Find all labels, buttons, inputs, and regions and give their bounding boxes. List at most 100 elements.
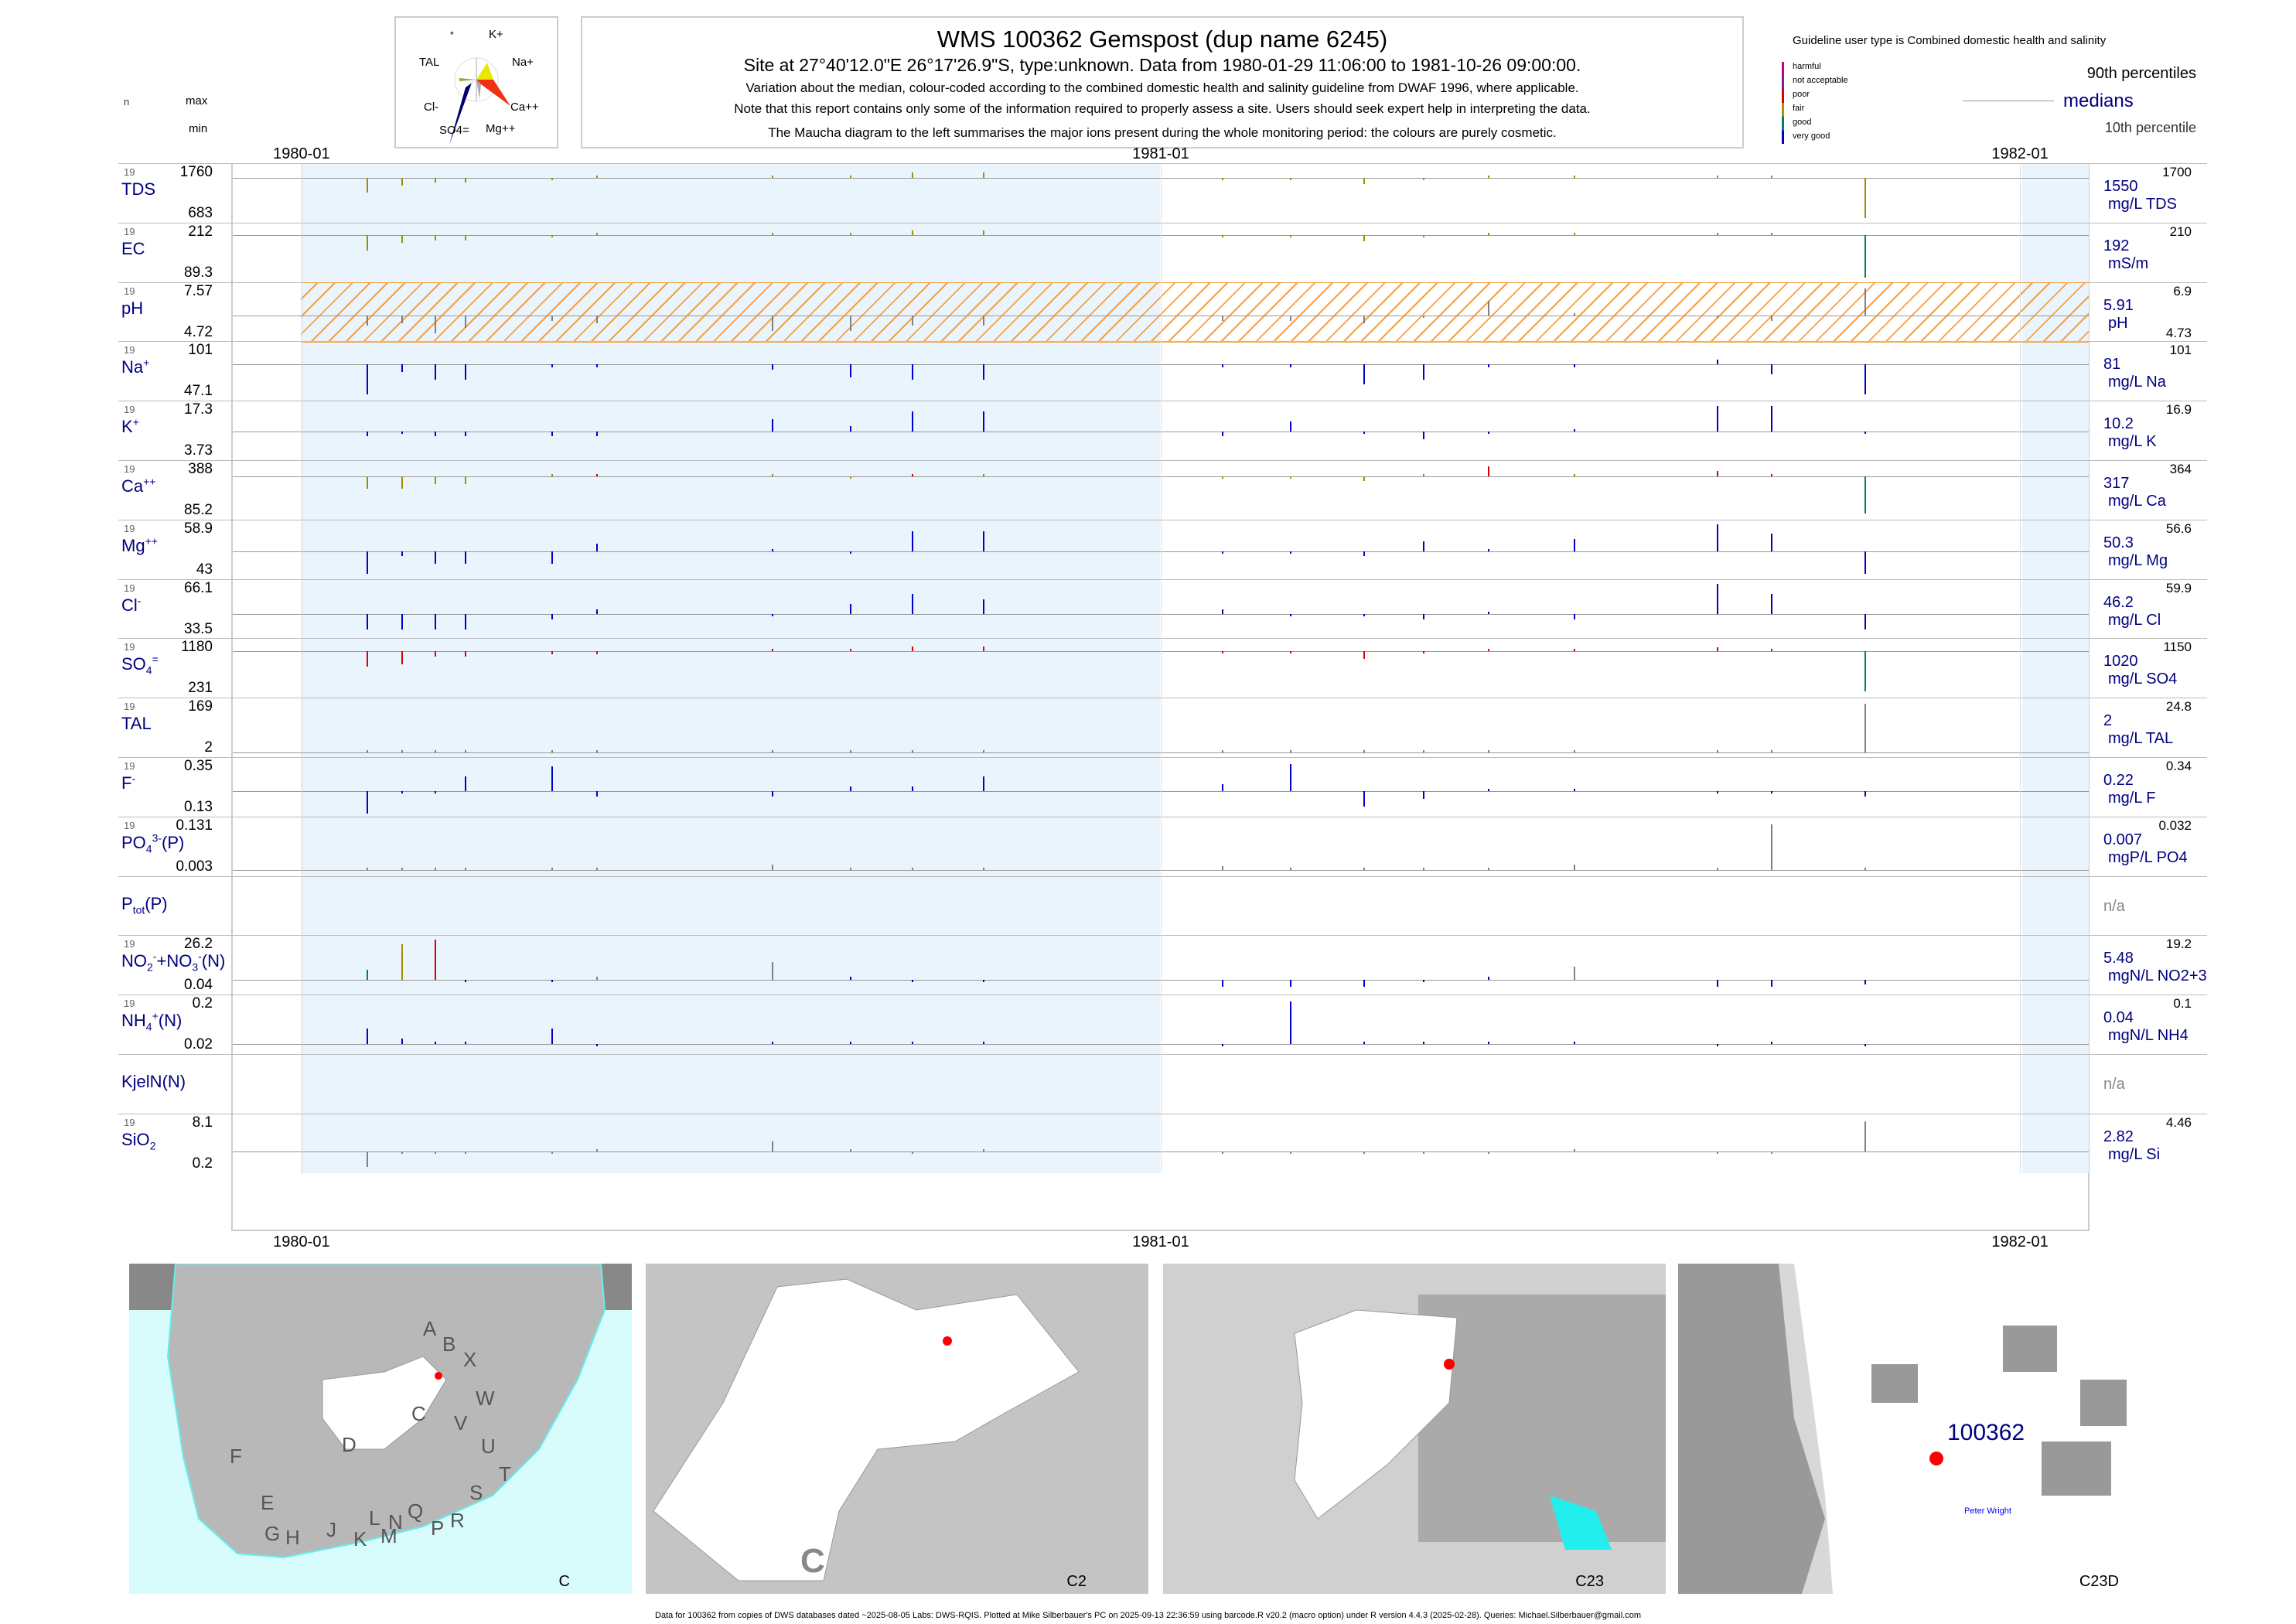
sample-spike — [911, 230, 913, 236]
legend-class-2: poor — [1793, 90, 1810, 99]
sample-spike — [849, 786, 851, 792]
sample-spike — [983, 316, 984, 326]
sample-spike — [849, 233, 851, 236]
sample-spike — [911, 411, 913, 432]
row-median: 2 — [2103, 712, 2113, 730]
sample-spike — [771, 175, 773, 178]
date-gridline — [1161, 163, 1162, 1173]
row-min: 0.2 — [192, 1155, 213, 1172]
sample-spike — [1221, 235, 1223, 238]
sample-spike — [983, 172, 984, 178]
row-divider — [118, 341, 2207, 343]
row-min: 33.5 — [184, 620, 213, 637]
maucha-label: TAL — [419, 56, 439, 69]
row-label: Cl- — [121, 595, 141, 615]
sample-spike — [983, 776, 984, 792]
map-label: C2 — [1066, 1573, 1087, 1590]
sample-spike — [849, 316, 851, 331]
sample-count: 19 — [124, 463, 135, 475]
legend-class-1: not acceptable — [1793, 76, 1848, 85]
sample-spike — [1289, 1001, 1291, 1044]
guideline-text: Guideline user type is Combined domestic… — [1793, 34, 2107, 47]
sample-spike — [1716, 867, 1718, 870]
row-label: NH4+(N) — [121, 1009, 182, 1032]
sample-spike — [771, 364, 773, 370]
sample-count: 19 — [124, 285, 135, 297]
row-median: 0.22 — [2103, 772, 2134, 789]
map-region-letter: C — [411, 1402, 426, 1425]
sample-spike — [771, 649, 773, 652]
map-region-letter: T — [499, 1462, 511, 1486]
sample-spike — [1716, 316, 1718, 319]
row-min: 4.72 — [184, 323, 213, 340]
row-label-part: 2 — [147, 960, 153, 974]
sample-spike — [1422, 364, 1424, 380]
sample-spike — [1716, 175, 1718, 178]
sample-spike — [1574, 312, 1576, 316]
sample-spike — [551, 979, 554, 982]
sample-spike — [367, 1029, 369, 1044]
sample-spike — [435, 791, 437, 794]
sample-spike — [983, 979, 984, 982]
sample-spike — [1363, 614, 1366, 617]
sample-spike — [1716, 750, 1718, 752]
sample-spike — [1221, 866, 1223, 870]
row-unit: mg/L Mg — [2108, 551, 2168, 569]
row-label: NO2-+NO3-(N) — [121, 951, 225, 974]
sample-spike — [465, 364, 466, 380]
row-p10: 4.73 — [2165, 325, 2192, 340]
row-label-part: P — [121, 893, 133, 913]
row-divider — [118, 578, 2207, 580]
title-box: WMS 100362 Gemspost (dup name 6245) Site… — [581, 16, 1744, 148]
sample-spike — [1422, 651, 1424, 654]
sample-spike — [596, 364, 598, 367]
sample-spike — [1488, 431, 1490, 435]
sample-spike — [1221, 1151, 1223, 1155]
row-label-part: Mg — [121, 535, 145, 555]
map-region-letter: V — [454, 1411, 468, 1435]
sample-spike — [1716, 647, 1718, 652]
sample-spike — [401, 476, 403, 490]
sample-spike — [983, 1148, 984, 1152]
sample-spike — [551, 473, 554, 476]
sample-count: 19 — [124, 582, 135, 594]
row-unit: mg/L Na — [2108, 374, 2166, 391]
sample-spike — [1221, 979, 1223, 988]
sample-count: 19 — [124, 641, 135, 653]
sample-spike — [1289, 1151, 1291, 1155]
row-label-part: 2 — [149, 1139, 156, 1152]
sample-count: 19 — [124, 1116, 135, 1128]
sample-spike — [1363, 364, 1366, 385]
sample-spike — [1770, 594, 1772, 615]
sample-spike — [983, 473, 984, 476]
sample-spike — [401, 651, 403, 664]
sample-spike — [1864, 979, 1866, 985]
sample-spike — [849, 476, 851, 479]
maucha-label: K+ — [489, 28, 503, 41]
sample-spike — [596, 175, 598, 178]
note-variation: Variation about the median, colour-coded… — [745, 80, 1579, 95]
sample-spike — [1363, 316, 1366, 323]
sample-spike — [465, 431, 466, 437]
sample-spike — [1422, 979, 1424, 982]
sample-spike — [1289, 364, 1291, 367]
map-region-letter: X — [463, 1348, 477, 1371]
sample-spike — [1422, 473, 1424, 476]
sample-spike — [435, 551, 437, 564]
map-region-letter: F — [230, 1445, 242, 1468]
row-label-part: Ca — [121, 476, 144, 496]
row-max: 0.2 — [192, 995, 213, 1012]
sample-spike — [1488, 300, 1490, 316]
sample-spike — [1574, 428, 1576, 432]
sample-spike — [435, 867, 437, 870]
map-region-letter: W — [476, 1387, 495, 1410]
sample-count: 19 — [124, 760, 135, 772]
row-label-part: + — [152, 1009, 159, 1022]
map-c23d: 100362 Peter Wright C23D — [1678, 1264, 2181, 1594]
sample-spike — [1289, 979, 1291, 988]
sample-spike — [435, 940, 437, 980]
row-label-part: 4 — [145, 664, 152, 677]
row-min: 0.02 — [184, 1036, 213, 1053]
row-label: TAL — [121, 715, 152, 733]
